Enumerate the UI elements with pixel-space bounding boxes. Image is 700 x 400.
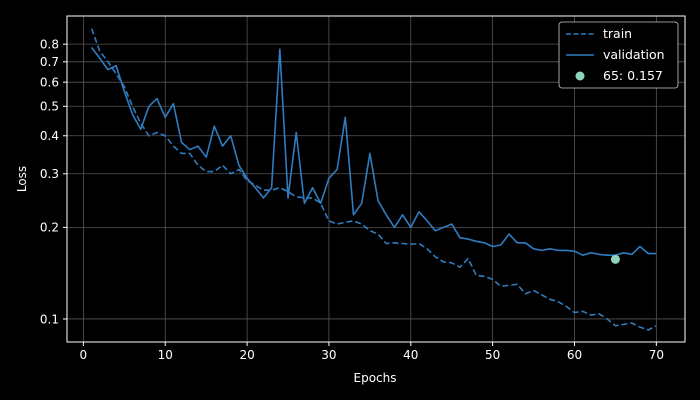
x-tick-label: 50	[485, 348, 500, 362]
y-tick-label: 0.5	[40, 100, 59, 114]
x-tick-label: 40	[403, 348, 418, 362]
highlight-marker-layer	[610, 254, 620, 264]
y-tick-label: 0.8	[40, 37, 59, 51]
y-tick-label: 0.2	[40, 221, 59, 235]
y-tick-label: 0.4	[40, 129, 59, 143]
y-tick-label: 0.1	[40, 312, 59, 326]
legend-train-label: train	[603, 26, 632, 41]
y-tick-label: 0.3	[40, 167, 59, 181]
x-tick-label: 10	[158, 348, 173, 362]
x-tick-label: 30	[321, 348, 336, 362]
y-tick-label: 0.6	[40, 75, 59, 89]
validation-line	[90, 47, 657, 256]
x-tick-label: 0	[80, 348, 88, 362]
legend-highlight-label: 65: 0.157	[603, 68, 663, 83]
plot-frame	[66, 15, 686, 343]
y-tick-label: 0.7	[40, 55, 59, 69]
train-line	[90, 28, 657, 331]
legend-highlight-marker	[575, 71, 585, 81]
legend: train validation 65: 0.157	[558, 21, 679, 89]
x-tick-label: 70	[649, 348, 664, 362]
x-tick-label: 60	[567, 348, 582, 362]
y-axis-ticks: 0.1 0.2 0.3 0.4 0.5 0.6 0.7 0.8	[40, 37, 67, 326]
legend-validation-label: validation	[603, 47, 665, 62]
highlight-marker	[610, 254, 620, 264]
x-axis-ticks: 0 10 20 30 40 50 60 70	[80, 342, 664, 362]
series-lines	[90, 28, 657, 331]
y-axis-label: Loss	[15, 166, 29, 192]
legend-box	[558, 21, 679, 89]
x-axis-label: Epochs	[354, 371, 397, 385]
x-tick-label: 20	[239, 348, 254, 362]
